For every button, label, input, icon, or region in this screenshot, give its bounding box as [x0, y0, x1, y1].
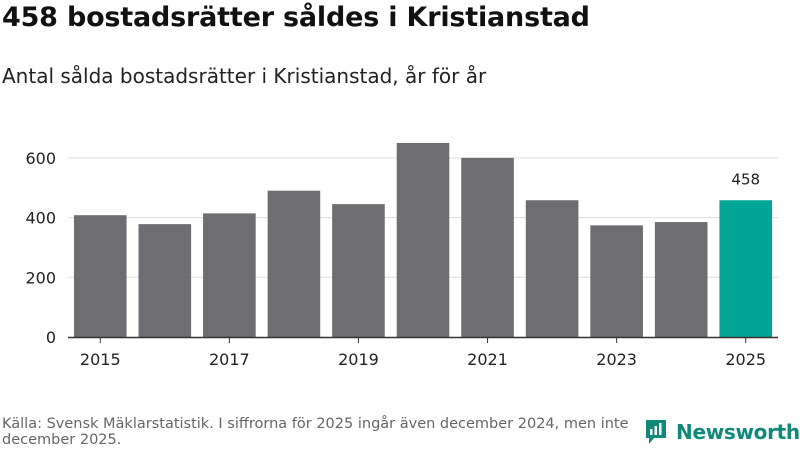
x-tick-label: 2023 [596, 350, 637, 369]
x-tick-label: 2015 [80, 350, 121, 369]
bar-chart: 0 200 400 600 2015 2017 2019 2021 2023 2025 458 [25, 142, 778, 369]
newsworthy-logo-icon [646, 420, 666, 444]
data-label: 458 [731, 170, 760, 188]
bar-2025 [719, 200, 773, 337]
bar-2018 [267, 190, 321, 337]
bar-2017 [203, 213, 256, 337]
x-tick-label: 2019 [338, 350, 379, 369]
bar-2015 [73, 215, 127, 337]
chart-subtitle: Antal sålda bostadsrätter i Kristianstad… [2, 64, 487, 88]
bar-2024 [654, 222, 708, 337]
x-tick-label: 2021 [467, 350, 508, 369]
x-tick-label: 2017 [209, 350, 250, 369]
bar-2016 [138, 224, 192, 337]
y-tick-label: 600 [25, 149, 56, 168]
bar-2022 [525, 200, 579, 337]
chart-title: 458 bostadsrätter såldes i Kristianstad [2, 2, 590, 33]
source-note: Källa: Svensk Mäklarstatistik. I siffror… [2, 416, 629, 448]
bar-2023 [590, 225, 643, 337]
y-tick-label: 0 [46, 328, 56, 347]
bar-2021 [461, 157, 514, 337]
y-tick-label: 400 [25, 209, 56, 228]
brand-name: Newsworthy [676, 420, 800, 444]
brand-logo: Newsworthy [644, 418, 800, 446]
bar-2020 [396, 142, 450, 337]
x-tick-label: 2025 [725, 350, 766, 369]
bar-2019 [332, 204, 385, 337]
y-tick-label: 200 [25, 268, 56, 287]
